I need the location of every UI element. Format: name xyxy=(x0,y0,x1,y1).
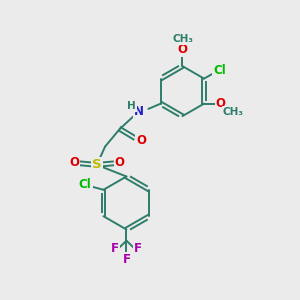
Text: CH₃: CH₃ xyxy=(222,107,243,117)
Text: F: F xyxy=(122,253,130,266)
Text: S: S xyxy=(92,158,102,171)
Text: H: H xyxy=(127,101,136,111)
Text: O: O xyxy=(177,44,188,56)
Text: F: F xyxy=(111,242,119,255)
Text: Cl: Cl xyxy=(79,178,92,191)
Text: O: O xyxy=(136,134,146,147)
Text: CH₃: CH₃ xyxy=(173,34,194,44)
Text: N: N xyxy=(134,105,144,118)
Text: O: O xyxy=(216,97,226,110)
Text: Cl: Cl xyxy=(213,64,226,77)
Text: O: O xyxy=(115,156,124,169)
Text: F: F xyxy=(134,242,142,255)
Text: O: O xyxy=(69,156,79,169)
